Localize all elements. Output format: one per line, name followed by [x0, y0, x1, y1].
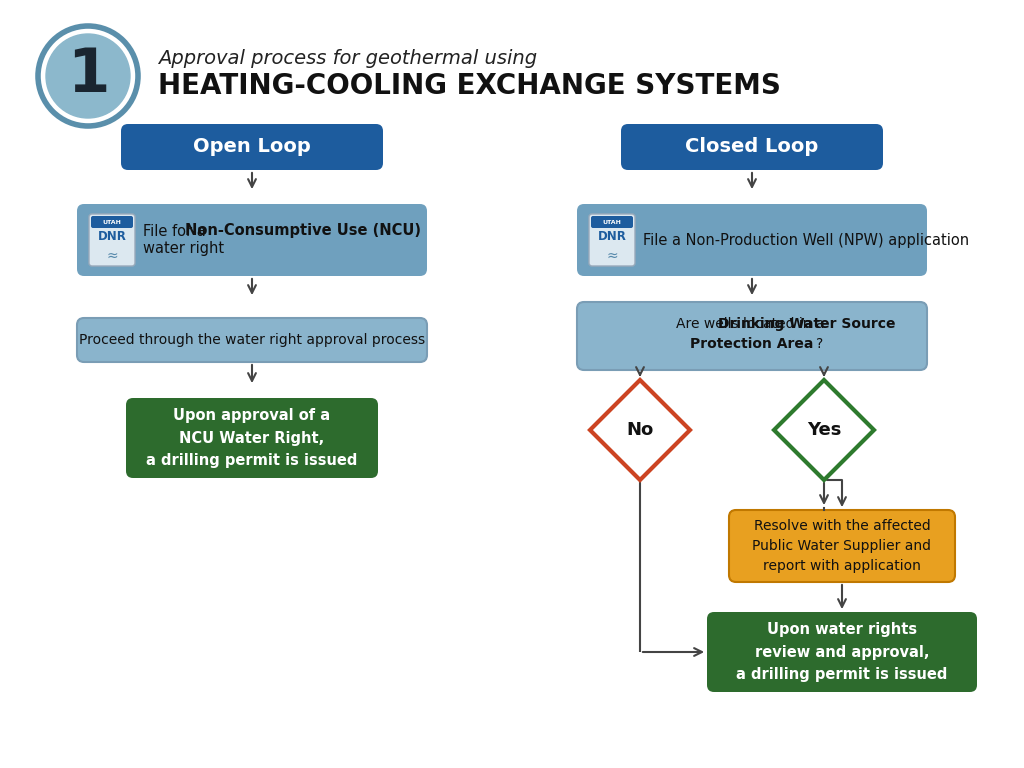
- Text: Drinking Water Source: Drinking Water Source: [718, 317, 896, 331]
- Text: DNR: DNR: [97, 230, 126, 243]
- Text: DNR: DNR: [598, 230, 627, 243]
- Text: UTAH: UTAH: [602, 220, 622, 224]
- FancyBboxPatch shape: [77, 318, 427, 362]
- Text: ?: ?: [816, 337, 823, 351]
- FancyBboxPatch shape: [121, 124, 383, 170]
- Text: Upon water rights
review and approval,
a drilling permit is issued: Upon water rights review and approval, a…: [736, 622, 947, 682]
- FancyBboxPatch shape: [91, 216, 133, 228]
- FancyBboxPatch shape: [577, 204, 927, 276]
- Text: Yes: Yes: [807, 421, 841, 439]
- Text: 1: 1: [67, 47, 110, 105]
- Polygon shape: [590, 380, 690, 480]
- Text: water right: water right: [143, 241, 224, 257]
- Text: UTAH: UTAH: [102, 220, 122, 224]
- Text: File a Non-Production Well (NPW) application: File a Non-Production Well (NPW) applica…: [643, 233, 969, 247]
- Text: File for a: File for a: [143, 223, 210, 239]
- Text: Protection Area: Protection Area: [690, 337, 814, 351]
- Text: ≈: ≈: [106, 249, 118, 263]
- Text: ≈: ≈: [606, 249, 617, 263]
- Text: Approval process for geothermal using: Approval process for geothermal using: [158, 48, 538, 68]
- FancyBboxPatch shape: [707, 612, 977, 692]
- Polygon shape: [774, 380, 874, 480]
- Text: Resolve with the affected
Public Water Supplier and
report with application: Resolve with the affected Public Water S…: [753, 519, 932, 573]
- FancyBboxPatch shape: [126, 398, 378, 478]
- Text: HEATING-COOLING EXCHANGE SYSTEMS: HEATING-COOLING EXCHANGE SYSTEMS: [158, 72, 781, 100]
- FancyBboxPatch shape: [621, 124, 883, 170]
- FancyBboxPatch shape: [589, 214, 635, 266]
- Text: Closed Loop: Closed Loop: [685, 137, 818, 157]
- Text: Open Loop: Open Loop: [194, 137, 311, 157]
- Text: Are wells located in a: Are wells located in a: [676, 317, 828, 331]
- Circle shape: [46, 34, 130, 118]
- Text: Proceed through the water right approval process: Proceed through the water right approval…: [79, 333, 425, 347]
- FancyBboxPatch shape: [89, 214, 135, 266]
- FancyBboxPatch shape: [729, 510, 955, 582]
- FancyBboxPatch shape: [591, 216, 633, 228]
- Text: No: No: [627, 421, 653, 439]
- Text: Non-Consumptive Use (NCU): Non-Consumptive Use (NCU): [185, 223, 421, 239]
- FancyBboxPatch shape: [577, 302, 927, 370]
- Text: Upon approval of a
NCU Water Right,
a drilling permit is issued: Upon approval of a NCU Water Right, a dr…: [146, 409, 357, 468]
- FancyBboxPatch shape: [77, 204, 427, 276]
